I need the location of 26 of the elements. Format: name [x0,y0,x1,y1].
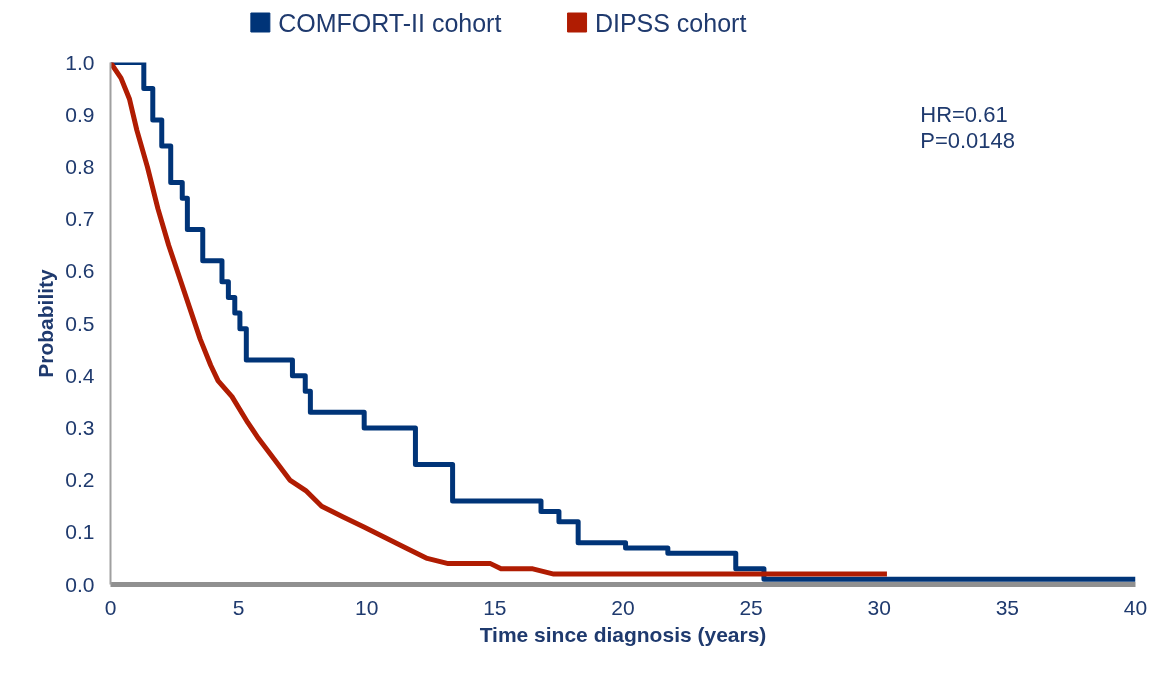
x-tick-label: 25 [739,595,763,619]
y-tick-label: 0.1 [65,520,95,544]
x-tick-label: 0 [104,595,117,619]
x-axis-title: Time since diagnosis (years) [479,622,767,646]
x-tick-label: 30 [867,595,891,619]
y-tick-label: 0.3 [65,415,95,439]
legend-label: DIPSS cohort [594,8,747,37]
x-tick-label: 35 [995,595,1020,619]
y-tick-label: 0.4 [65,363,95,387]
y-tick-label: 1.0 [65,50,95,74]
y-tick-label: 0.2 [65,468,95,492]
y-tick-label: 0.9 [65,102,95,126]
annotation: HR=0.61 [920,102,1008,128]
y-axis-title: Probability [34,268,58,378]
y-tick-label: 0.8 [65,154,95,178]
x-tick-label: 5 [232,595,245,619]
legend-label: COMFORT-II cohort [278,8,502,37]
x-tick-label: 15 [483,595,507,619]
y-tick-label: 0.7 [65,207,95,231]
y-tick-label: 0.6 [65,259,95,283]
y-tick-label: 0.0 [65,572,95,596]
annotation: P=0.0148 [920,128,1016,154]
x-tick-label: 20 [611,595,635,619]
x-tick-label: 10 [355,595,379,619]
y-tick-label: 0.5 [65,311,95,335]
x-tick-label: 40 [1123,595,1148,619]
